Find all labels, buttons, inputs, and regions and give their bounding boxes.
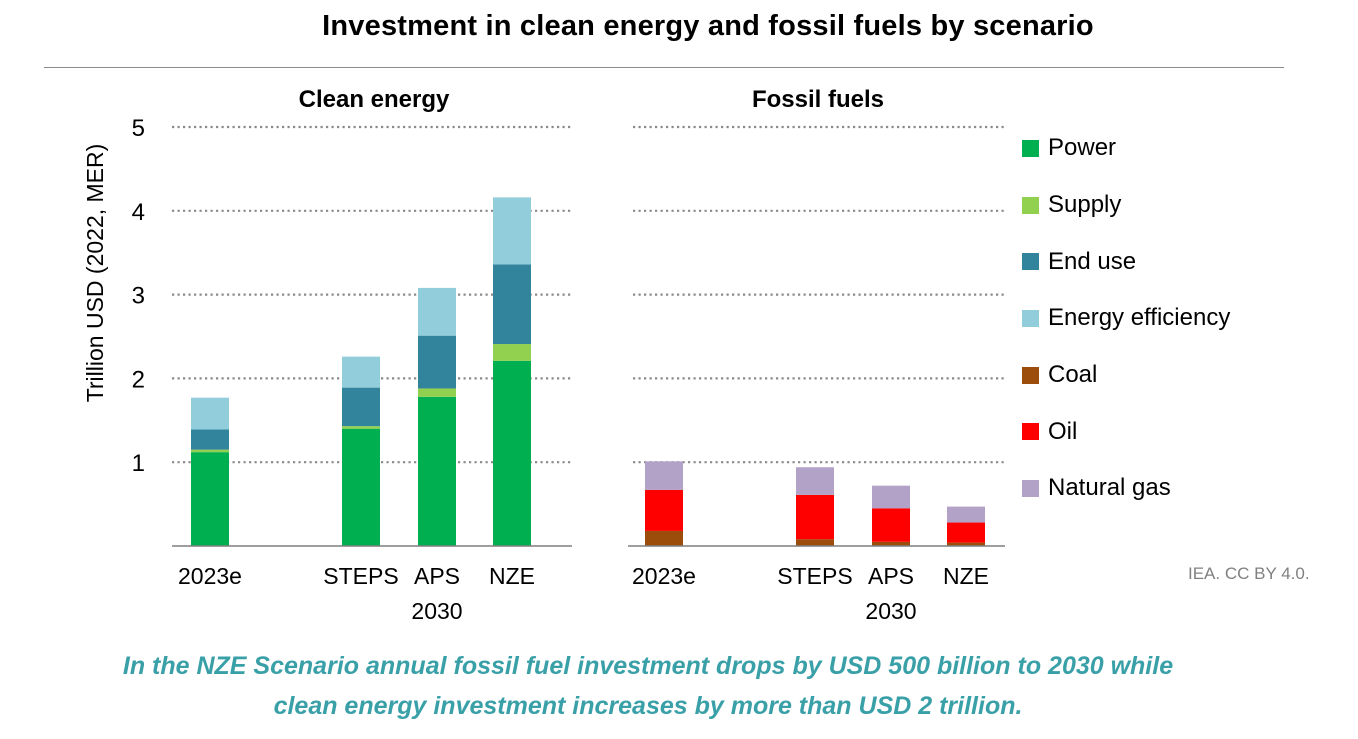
legend-item-power: Power xyxy=(1022,120,1230,177)
bar-clean-energy-nze-power xyxy=(493,360,531,546)
legend-label: Coal xyxy=(1048,361,1098,389)
legend-swatch xyxy=(1022,139,1039,157)
y-tick-label-2: 2 xyxy=(132,366,145,393)
legend-item-coal: Coal xyxy=(1022,347,1230,404)
x-tick-label-aps: APS xyxy=(868,563,914,589)
source-credit: IEA. CC BY 4.0. xyxy=(1188,564,1310,583)
legend-swatch xyxy=(1022,253,1039,271)
caption-line-1: In the NZE Scenario annual fossil fuel i… xyxy=(122,652,1174,680)
legend-label: Power xyxy=(1048,134,1117,162)
legend-label: End use xyxy=(1048,247,1137,275)
legend-item-end-use: End use xyxy=(1022,233,1230,290)
x-tick-label-2023e: 2023e xyxy=(632,563,696,589)
fossil-fuels-panel: Fossil fuels 2023e STEPS APS NZE 2030 xyxy=(628,86,1005,624)
bar-clean-energy-steps-energy-efficiency xyxy=(342,356,380,388)
bar-clean-energy-steps-power xyxy=(342,428,380,546)
caption-line-2: clean energy investment increases by mor… xyxy=(273,692,1023,720)
legend-item-natural-gas: Natural gas xyxy=(1022,460,1230,517)
chart-title: Investment in clean energy and fossil fu… xyxy=(322,10,1094,42)
bar-clean-energy-steps-end-use xyxy=(342,387,380,427)
legend-label: Energy efficiency xyxy=(1048,304,1231,332)
bar-fossil-fuels-2023e-oil xyxy=(645,489,683,531)
x-tick-label-nze: NZE xyxy=(489,563,535,589)
bar-clean-energy-aps-end-use xyxy=(418,335,456,389)
bar-fossil-fuels-aps-coal xyxy=(872,541,910,546)
x-tick-label-aps: APS xyxy=(414,563,460,589)
y-tick-label-3: 3 xyxy=(132,283,145,310)
x-group-label: 2030 xyxy=(411,598,462,624)
legend-item-supply: Supply xyxy=(1022,177,1230,234)
bar-clean-energy-2023e-energy-efficiency xyxy=(191,397,229,430)
legend-item-oil: Oil xyxy=(1022,403,1230,460)
x-group-label: 2030 xyxy=(865,598,916,624)
legend-swatch xyxy=(1022,479,1039,497)
bar-fossil-fuels-aps-natural-gas xyxy=(872,485,910,509)
legend-label: Oil xyxy=(1048,417,1078,445)
legend-swatch xyxy=(1022,309,1039,327)
bar-clean-energy-2023e-supply xyxy=(191,449,229,453)
bar-fossil-fuels-steps-coal xyxy=(796,539,834,546)
panel-title-fossil-fuels: Fossil fuels xyxy=(752,86,884,113)
legend: Power Supply End use Energy efficiency Coal O… xyxy=(1022,120,1230,517)
legend-label: Natural gas xyxy=(1048,474,1171,502)
legend-label: Supply xyxy=(1048,191,1122,219)
bar-clean-energy-aps-supply xyxy=(418,388,456,397)
bar-fossil-fuels-nze-oil xyxy=(947,522,985,543)
bar-clean-energy-steps-supply xyxy=(342,426,380,429)
bar-clean-energy-aps-power xyxy=(418,396,456,546)
clean-energy-panel: Clean energy 2023e STEPS APS NZE 2030 xyxy=(172,86,572,624)
bar-clean-energy-nze-energy-efficiency xyxy=(493,197,531,265)
bar-clean-energy-nze-end-use xyxy=(493,264,531,345)
bar-fossil-fuels-2023e-coal xyxy=(645,530,683,546)
bar-clean-energy-2023e-end-use xyxy=(191,429,229,450)
x-tick-label-nze: NZE xyxy=(943,563,989,589)
x-tick-label-steps: STEPS xyxy=(777,563,852,589)
bar-clean-energy-2023e-power xyxy=(191,452,229,546)
bar-fossil-fuels-steps-natural-gas xyxy=(796,467,834,495)
panel-title-clean-energy: Clean energy xyxy=(299,86,450,113)
legend-swatch xyxy=(1022,366,1039,384)
y-axis-label: Trillion USD (2022, MER) xyxy=(82,144,108,403)
y-axis: 1 2 3 4 5 Trillion USD (2022, MER) xyxy=(82,115,145,477)
legend-item-energy-efficiency: Energy efficiency xyxy=(1022,290,1230,347)
x-tick-label-2023e: 2023e xyxy=(178,563,242,589)
legend-swatch xyxy=(1022,196,1039,214)
bar-fossil-fuels-nze-natural-gas xyxy=(947,506,985,523)
legend-swatch xyxy=(1022,423,1039,441)
x-tick-label-steps: STEPS xyxy=(323,563,398,589)
bar-fossil-fuels-nze-coal xyxy=(947,542,985,546)
title-divider xyxy=(44,67,1284,68)
bar-clean-energy-nze-supply xyxy=(493,344,531,361)
y-tick-label-1: 1 xyxy=(132,450,145,477)
bar-fossil-fuels-steps-oil xyxy=(796,494,834,540)
bar-clean-energy-aps-energy-efficiency xyxy=(418,287,456,336)
caption: In the NZE Scenario annual fossil fuel i… xyxy=(0,646,1296,726)
bar-fossil-fuels-2023e-natural-gas xyxy=(645,461,683,490)
y-tick-label-5: 5 xyxy=(132,115,145,142)
y-tick-label-4: 4 xyxy=(132,199,145,226)
bar-fossil-fuels-aps-oil xyxy=(872,508,910,542)
